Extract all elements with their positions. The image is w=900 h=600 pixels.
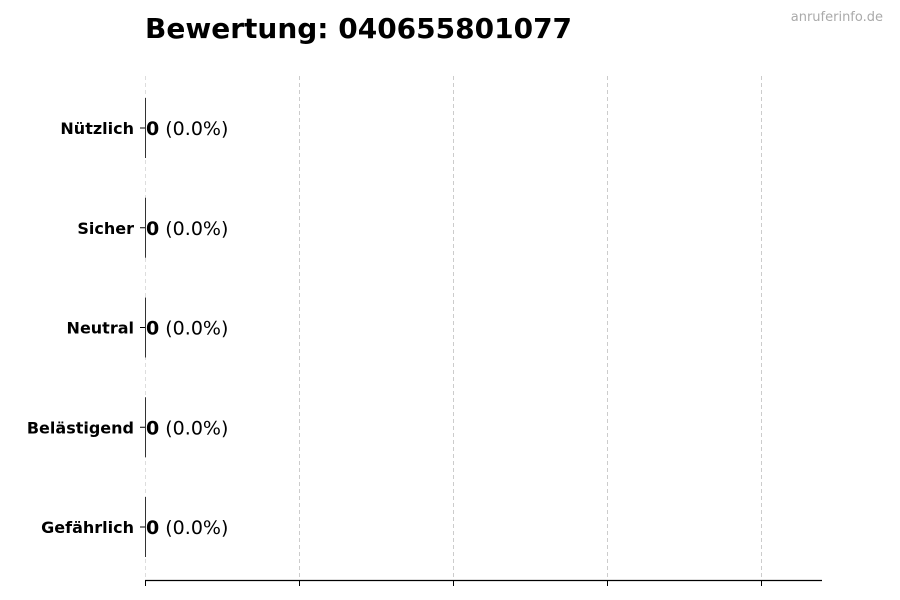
data-percent: (0.0%) <box>159 118 228 140</box>
data-value: 0 <box>146 218 159 240</box>
y-tick-label: Gefährlich <box>41 518 134 537</box>
y-tick-label: Belästigend <box>27 418 134 437</box>
data-label: 0 (0.0%) <box>146 517 228 539</box>
bar <box>145 297 146 358</box>
y-tick-label: Nützlich <box>60 119 134 138</box>
data-value: 0 <box>146 517 159 539</box>
chart-title: Bewertung: 040655801077 <box>145 12 573 45</box>
data-value: 0 <box>146 417 159 439</box>
bar <box>145 397 146 458</box>
data-value: 0 <box>146 118 159 140</box>
data-label: 0 (0.0%) <box>146 417 228 439</box>
data-percent: (0.0%) <box>159 218 228 240</box>
y-tick-label: Neutral <box>67 319 134 338</box>
data-percent: (0.0%) <box>159 318 228 340</box>
y-tick-label: Sicher <box>77 219 134 238</box>
data-value: 0 <box>146 318 159 340</box>
data-percent: (0.0%) <box>159 517 228 539</box>
data-percent: (0.0%) <box>159 417 228 439</box>
bar <box>145 197 146 258</box>
data-label: 0 (0.0%) <box>146 118 228 140</box>
bar <box>145 497 146 557</box>
watermark: anruferinfo.de <box>790 10 883 25</box>
data-label: 0 (0.0%) <box>146 218 228 240</box>
data-label: 0 (0.0%) <box>146 318 228 340</box>
bar <box>145 98 146 158</box>
